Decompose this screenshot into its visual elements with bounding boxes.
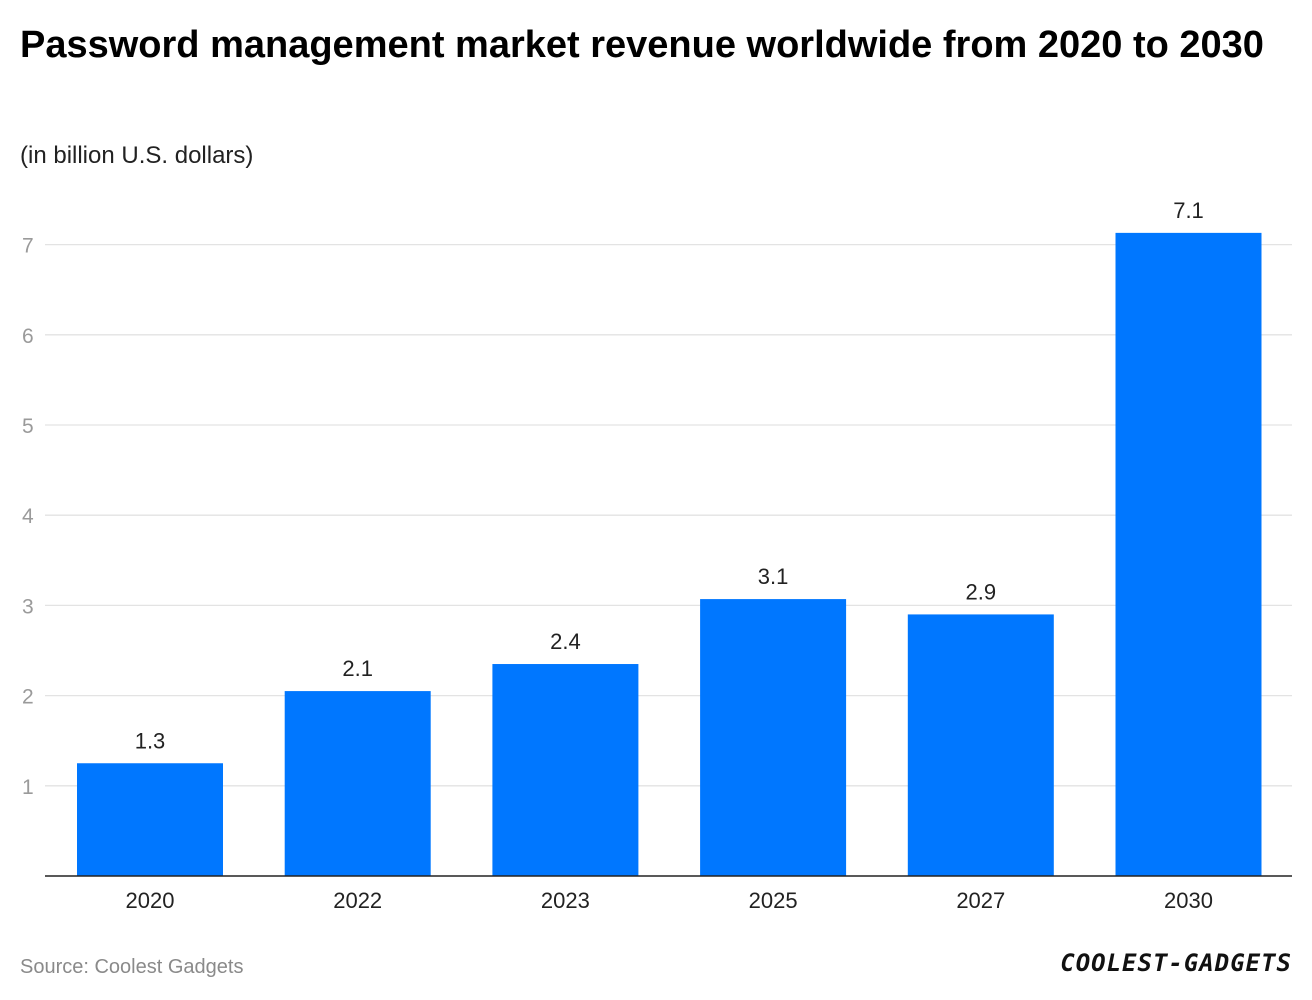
x-tick-label-2020: 2020 bbox=[126, 888, 175, 913]
x-tick-label-2022: 2022 bbox=[333, 888, 382, 913]
bar-2023 bbox=[492, 664, 639, 876]
bar-2025 bbox=[700, 599, 847, 876]
y-tick-label: 6 bbox=[22, 325, 34, 348]
gridlines bbox=[45, 243, 1292, 787]
coolest-gadgets-logo: COOLEST-GADGETS bbox=[1060, 949, 1292, 977]
y-tick-label: 5 bbox=[22, 415, 34, 438]
y-tick-label: 3 bbox=[22, 595, 34, 618]
y-tick-label: 7 bbox=[22, 235, 34, 258]
x-tick-label-2025: 2025 bbox=[749, 888, 798, 913]
y-axis-ticks: 1 2 3 4 5 6 7 bbox=[22, 235, 34, 799]
data-label-2027: 2.9 bbox=[966, 579, 997, 604]
x-tick-label-2027: 2027 bbox=[956, 888, 1005, 913]
data-label-2022: 2.1 bbox=[342, 656, 373, 681]
bar-2020 bbox=[77, 763, 223, 876]
bar-2027 bbox=[907, 614, 1054, 876]
bars bbox=[77, 232, 1262, 876]
y-tick-label: 1 bbox=[22, 776, 34, 799]
data-labels: 1.3 2.1 2.4 3.1 2.9 7.1 bbox=[135, 198, 1204, 753]
data-label-2020: 1.3 bbox=[135, 728, 166, 753]
y-tick-label: 4 bbox=[22, 505, 34, 528]
data-label-2030: 7.1 bbox=[1173, 198, 1204, 223]
chart-title: Password management market revenue world… bbox=[20, 24, 1264, 66]
chart-subtitle: (in billion U.S. dollars) bbox=[20, 142, 254, 169]
y-tick-label: 2 bbox=[22, 686, 34, 709]
data-label-2025: 3.1 bbox=[758, 564, 789, 589]
data-label-2023: 2.4 bbox=[550, 629, 581, 654]
x-axis-ticks: 2020 2022 2023 2025 2027 2030 bbox=[126, 888, 1213, 913]
bar-2022 bbox=[284, 691, 431, 876]
bar-2030 bbox=[1115, 232, 1262, 876]
x-tick-label-2030: 2030 bbox=[1164, 888, 1213, 913]
x-tick-label-2023: 2023 bbox=[541, 888, 590, 913]
source-note: Source: Coolest Gadgets bbox=[20, 956, 244, 978]
